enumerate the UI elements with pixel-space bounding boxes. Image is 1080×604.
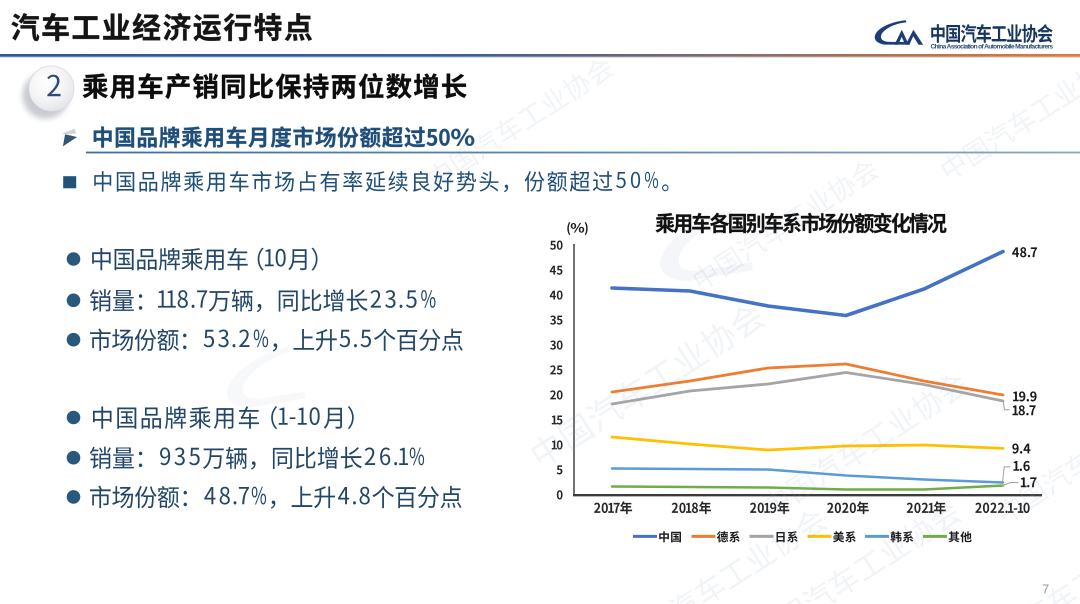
svg-text:7: 7 bbox=[1042, 582, 1049, 597]
svg-text:China Association of Automobil: China Association of Automobile Manufact… bbox=[931, 44, 1054, 51]
